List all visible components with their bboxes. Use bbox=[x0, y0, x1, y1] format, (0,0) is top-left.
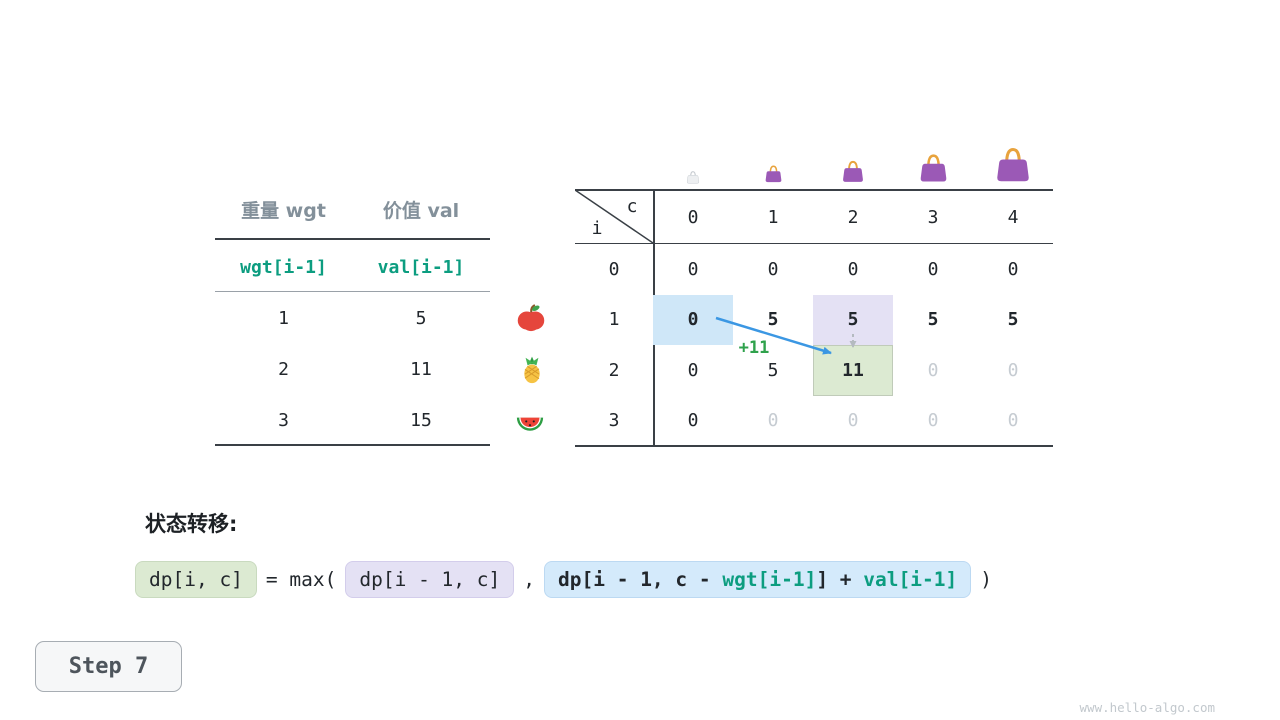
apple-icon bbox=[516, 303, 546, 333]
item-3-value: 15 bbox=[410, 410, 432, 431]
dp-cell-3-0: 0 bbox=[687, 410, 699, 432]
bag-icon-ghost bbox=[686, 169, 700, 184]
item-3-weight: 3 bbox=[278, 410, 289, 431]
dp-cell-2-1: 5 bbox=[767, 359, 779, 381]
item-1-value: 5 bbox=[415, 308, 427, 329]
dp-corner-col-label: c bbox=[626, 196, 638, 217]
dp-col-header-1: 1 bbox=[767, 206, 779, 228]
item-1-weight: 1 bbox=[278, 308, 289, 329]
dp-cell-1-4: 5 bbox=[1007, 309, 1019, 331]
formula-arg1: dp[i - 1, c] bbox=[345, 561, 515, 598]
dp-cell-2-3: 0 bbox=[927, 359, 939, 381]
dp-cell-3-3: 0 bbox=[927, 410, 939, 432]
dp-corner-diagonal bbox=[575, 190, 653, 243]
dp-cell-0-3: 0 bbox=[927, 258, 939, 280]
formula-close-paren: ) bbox=[980, 568, 992, 591]
formula-arg2-seg-2: ] + bbox=[816, 568, 864, 591]
left-table-col1-subheader: wgt[i-1] bbox=[240, 257, 327, 278]
left-table-bottom-rule bbox=[215, 444, 490, 446]
pineapple-icon bbox=[518, 356, 546, 384]
bag-icon-large bbox=[918, 152, 949, 183]
dp-cell-0-2: 0 bbox=[847, 258, 859, 280]
dp-row-header-1: 1 bbox=[608, 309, 620, 331]
dp-row-header-2: 2 bbox=[608, 359, 620, 381]
dp-cell-3-1: 0 bbox=[767, 410, 779, 432]
dp-cell-3-2: 0 bbox=[847, 410, 859, 432]
formula-arg2-seg-0: dp[i - 1, c - bbox=[558, 568, 723, 591]
dp-cell-2-4: 0 bbox=[1007, 359, 1019, 381]
dp-col-header-2: 2 bbox=[847, 206, 859, 228]
dp-table-bottom-rule bbox=[575, 445, 1053, 447]
formula-arg2: dp[i - 1, c - wgt[i-1]] + val[i-1] bbox=[544, 561, 972, 598]
dp-cell-0-4: 0 bbox=[1007, 258, 1019, 280]
dp-cell-2-0: 0 bbox=[687, 359, 699, 381]
step-label: Step 7 bbox=[68, 654, 149, 679]
watermelon-icon bbox=[514, 407, 546, 437]
step-badge: Step 7 bbox=[35, 641, 182, 692]
formula-arg2-seg-1: wgt[i-1] bbox=[722, 568, 817, 591]
dp-col-header-3: 3 bbox=[927, 206, 939, 228]
bag-icon-medium bbox=[841, 159, 865, 183]
bag-icon-small bbox=[764, 164, 783, 183]
dp-corner-row-label: i bbox=[591, 218, 603, 239]
dp-col-header-0: 0 bbox=[687, 206, 699, 228]
watermark: www.hello-algo.com bbox=[1079, 700, 1215, 715]
dp-row-header-3: 3 bbox=[608, 410, 620, 432]
dp-cell-2-2: 11 bbox=[813, 345, 893, 396]
dp-cell-1-2: 5 bbox=[813, 294, 893, 345]
item-2-value: 11 bbox=[410, 359, 432, 380]
dp-col-header-4: 4 bbox=[1007, 206, 1019, 228]
dp-cell-0-1: 0 bbox=[767, 258, 779, 280]
arrow-value-label: +11 bbox=[738, 338, 770, 358]
left-table-col1-header: 重量 wgt bbox=[241, 200, 326, 222]
formula-title: 状态转移: bbox=[145, 512, 238, 536]
formula-arg2-seg-3: val[i-1] bbox=[863, 568, 958, 591]
dp-table-top-rule bbox=[575, 189, 1053, 191]
item-2-weight: 2 bbox=[278, 359, 289, 380]
left-table-col2-subheader: val[i-1] bbox=[377, 257, 465, 278]
dp-cell-1-0: 0 bbox=[653, 294, 733, 345]
dp-row-header-0: 0 bbox=[608, 258, 620, 280]
state-transition-formula: dp[i, c] = max( dp[i - 1, c] , dp[i - 1,… bbox=[135, 561, 992, 598]
left-table-header-rule bbox=[215, 238, 490, 240]
dp-table-header-rule bbox=[575, 243, 1053, 244]
dp-cell-3-4: 0 bbox=[1007, 410, 1019, 432]
bag-icon-xlarge bbox=[994, 145, 1032, 183]
dp-cell-1-3: 5 bbox=[927, 309, 939, 331]
left-table-subheader-rule bbox=[215, 291, 490, 292]
formula-equals-max: = max( bbox=[265, 568, 337, 591]
formula-comma: , bbox=[523, 568, 536, 591]
formula-lhs: dp[i, c] bbox=[135, 561, 257, 598]
dp-cell-0-0: 0 bbox=[687, 258, 699, 280]
left-table-col2-header: 价值 val bbox=[382, 200, 460, 222]
